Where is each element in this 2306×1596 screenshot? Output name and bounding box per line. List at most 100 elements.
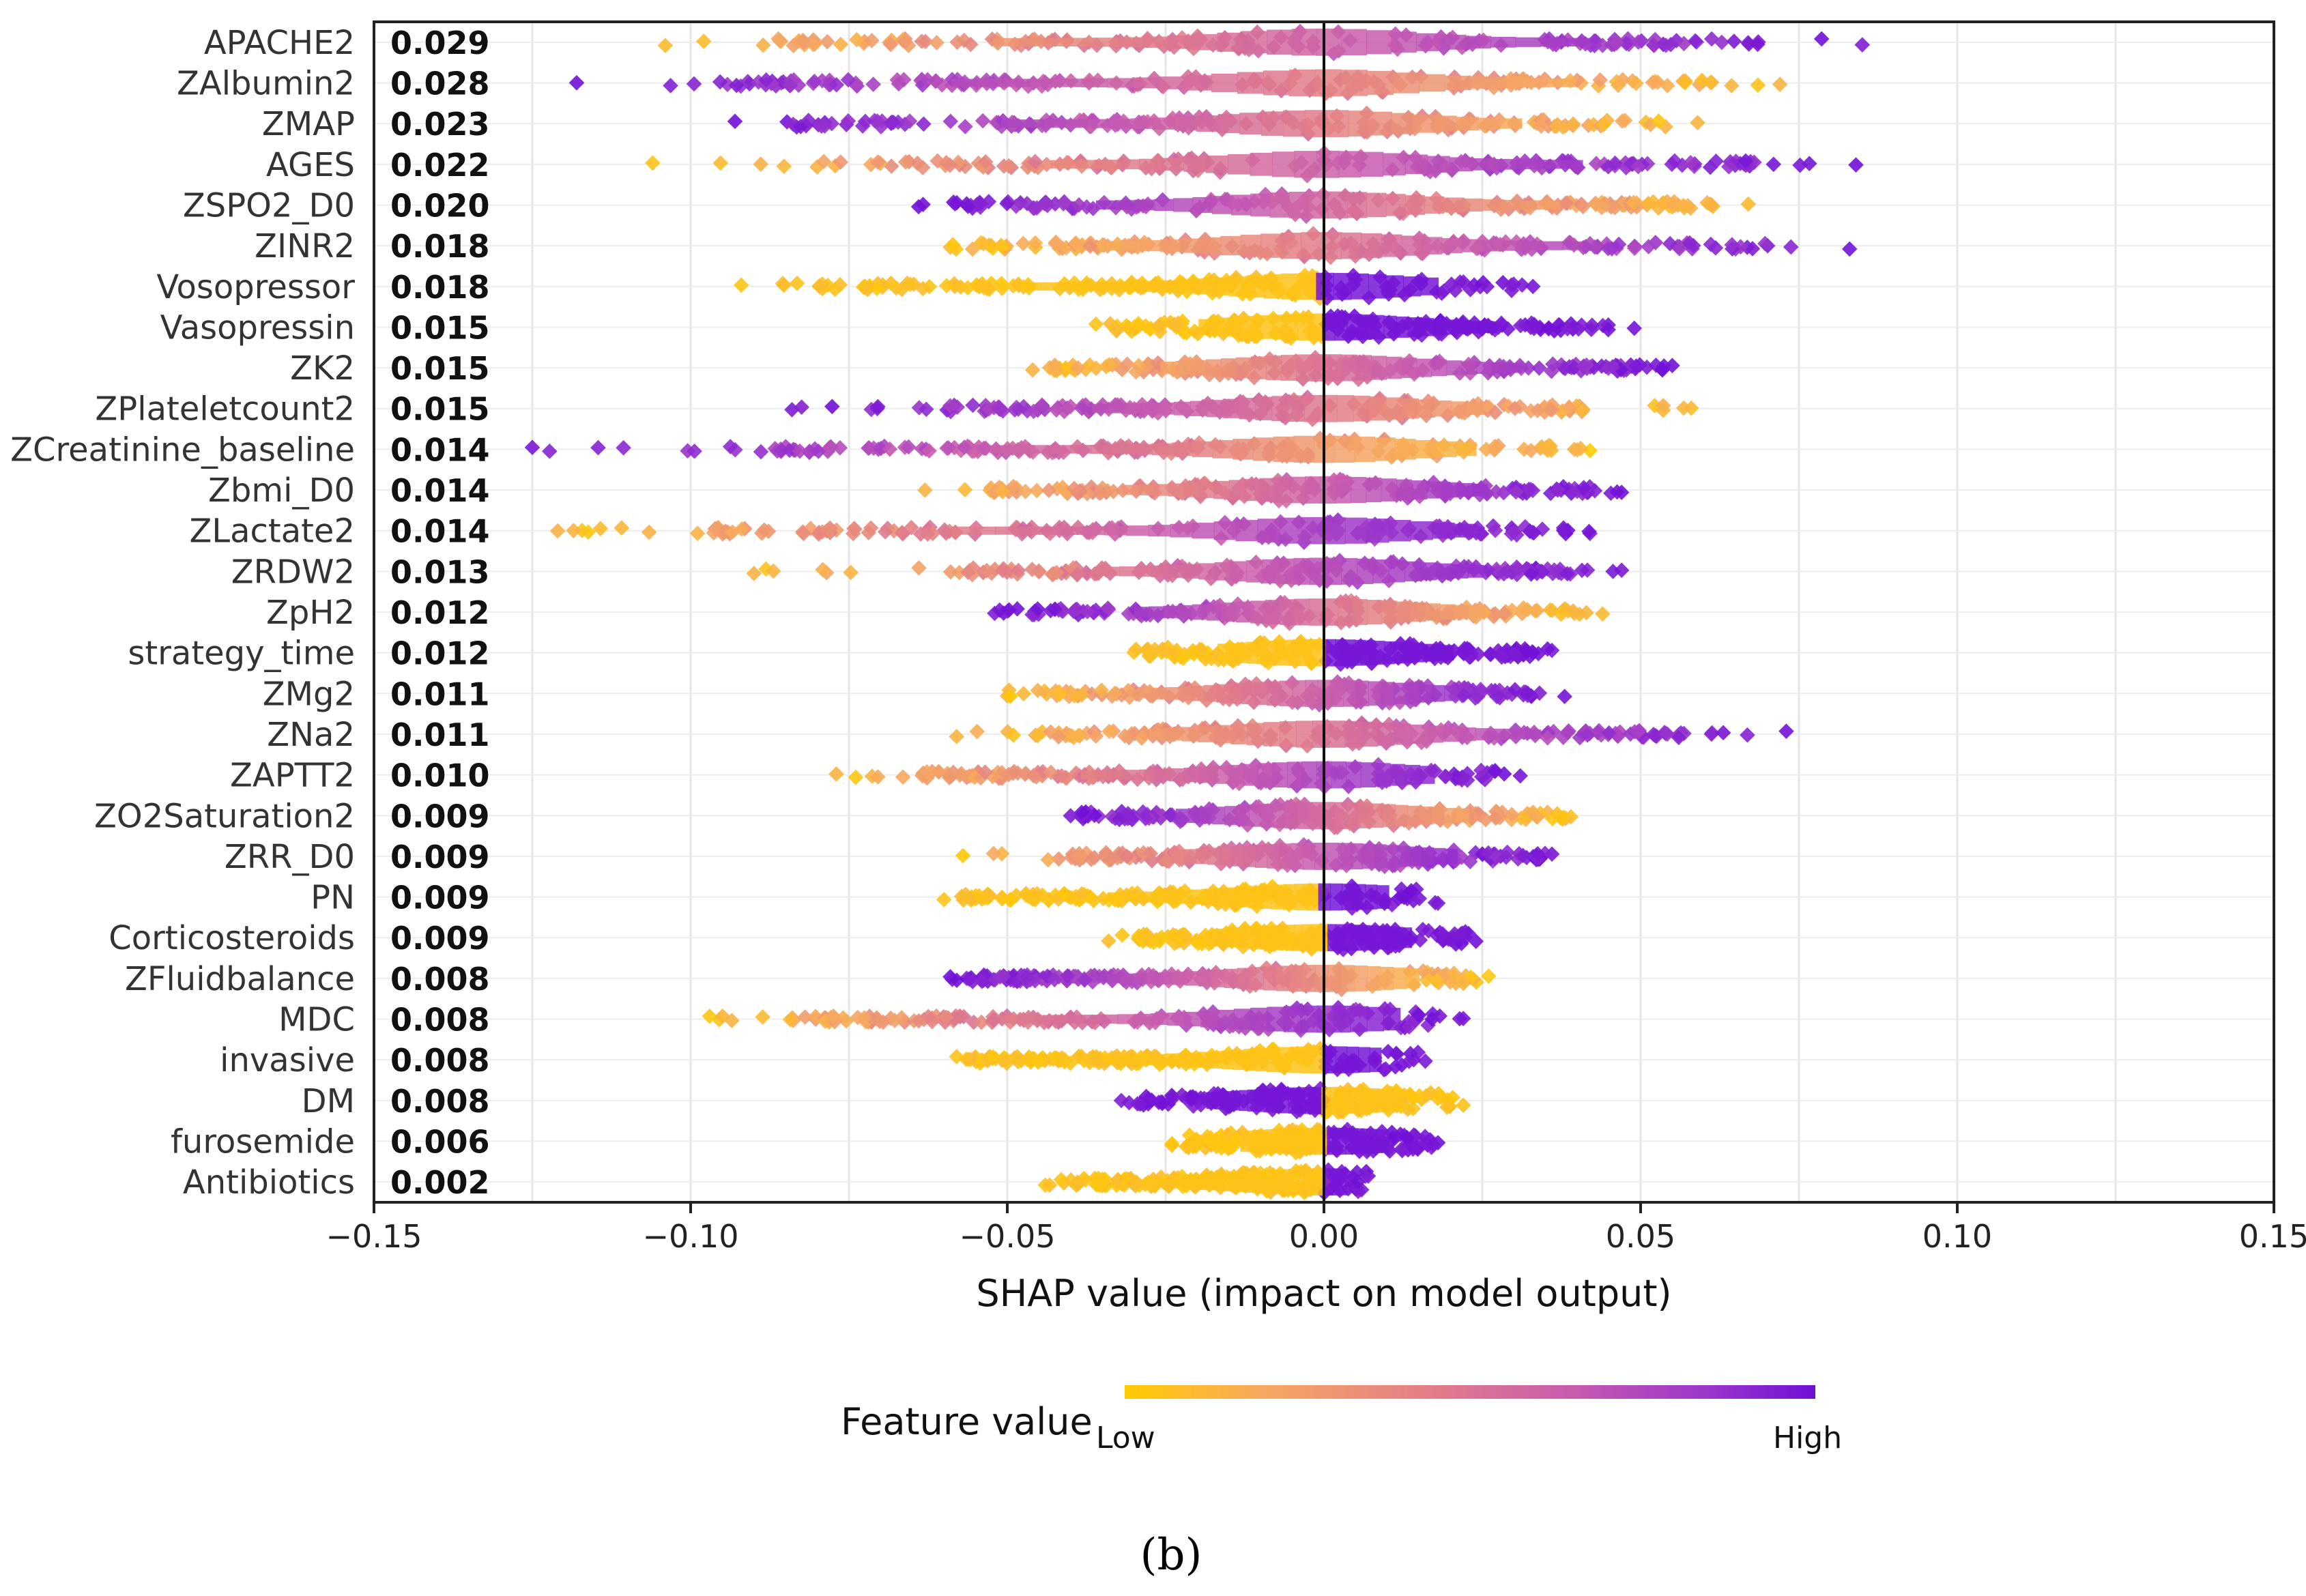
shap-density-band [1104,525,1127,536]
shap-density-band [1243,845,1256,867]
shap-density-band [1050,445,1071,454]
shap-point [524,439,541,456]
shap-density-band [1111,444,1132,454]
shap-density-band [1396,316,1409,338]
shap-density-band [1273,802,1286,828]
shap-density-band [995,526,1018,535]
shap-density-band [1067,38,1094,47]
shap-density-band [1216,684,1230,703]
shap-density-band [1288,965,1303,992]
shap-point [1677,74,1693,91]
shap-density-band [1146,972,1160,985]
shap-density-band [1295,884,1308,911]
feature-points-ZAPTT2 [828,757,1528,795]
shap-point [1071,197,1087,213]
shap-density-band [1214,562,1231,581]
shap-point [689,525,706,542]
shap-density-band [1260,233,1282,258]
shap-density-band [1404,561,1422,581]
shap-density-band [1280,233,1302,259]
shap-density-band [1092,404,1110,413]
shap-density-band [1402,398,1419,419]
shap-point [645,155,661,171]
shap-density-band [1190,360,1207,376]
shap-density-band [1285,802,1299,829]
shap-density-band [1003,78,1031,87]
shap-density-band [1366,1006,1384,1032]
shap-density-band [1499,118,1523,129]
shap-density-band [1244,478,1260,502]
shap-density-band [1226,928,1236,948]
shap-density-band [1366,518,1389,543]
shap-density-band [1381,234,1402,257]
shap-point [1610,77,1626,93]
shap-density-band [1315,964,1329,992]
shap-density-band [1368,681,1382,706]
shap-density-band [1289,476,1306,504]
shap-point [712,74,728,90]
shap-density-band [1061,526,1084,535]
shap-point [1529,603,1545,618]
shap-point [1783,239,1799,255]
shap-density-band [1198,319,1212,336]
shap-density-band [1356,355,1372,381]
shap-density-band [1295,721,1313,748]
shap-density-band [1167,1013,1185,1026]
shap-point [663,78,678,93]
shap-density-band [1039,526,1062,535]
feature-points-ZMAP [727,105,1705,142]
shap-density-band [1148,525,1171,537]
shap-density-band [1109,119,1132,129]
shap-point [1592,72,1608,88]
shap-density-band [1456,809,1469,823]
shap-density-band [1420,562,1437,581]
shap-density-band [1230,724,1248,744]
shap-density-band [1327,191,1348,219]
shap-density-band [1300,1005,1318,1033]
shap-density-band [1285,925,1295,951]
shap-density-band [1371,356,1387,380]
shap-density-band [1224,887,1237,907]
shap-density-band [1469,605,1484,619]
shap-density-band [1154,768,1170,781]
shap-density-band [1214,725,1232,744]
shap-density-band [1191,686,1205,701]
shap-density-band [1401,358,1417,379]
shap-density-band [1374,437,1396,461]
shap-point [819,33,835,50]
shap-density-band [1022,119,1046,128]
shap-density-band [1425,603,1441,621]
shap-density-band [1326,354,1342,381]
shap-density-band [1223,317,1237,337]
shap-point [1088,316,1104,332]
shap-density-band [1366,478,1382,503]
shap-density-band [1231,846,1244,867]
shap-density-band [1247,723,1265,746]
shap-density-band [1385,845,1398,868]
shap-point [727,113,743,130]
shap-density-band [1411,480,1428,500]
shap-density-band [1263,70,1290,96]
shap-density-band [1403,276,1422,297]
shap-density-band [1240,235,1262,257]
shap-density-band [1358,802,1372,828]
shap-density-band [1344,721,1362,748]
shap-density-band [1280,355,1297,381]
shap-density-band [1220,358,1237,377]
shap-point [686,76,702,92]
shap-density-band [1346,314,1360,340]
shap-point [969,723,985,740]
shap-point [1854,37,1871,53]
shap-density-band [1501,240,1523,251]
shap-point [1662,37,1679,53]
shap-point [1039,197,1056,214]
shap-density-band [1203,685,1217,702]
shap-density-band [1404,764,1420,785]
shap-density-band [1338,598,1353,626]
shap-point [1664,156,1680,173]
shap-density-band [1177,605,1193,620]
shap-point [832,439,848,456]
shap-density-band [1139,158,1162,170]
shap-density-band [1125,770,1140,781]
shap-density-band [1344,517,1368,544]
